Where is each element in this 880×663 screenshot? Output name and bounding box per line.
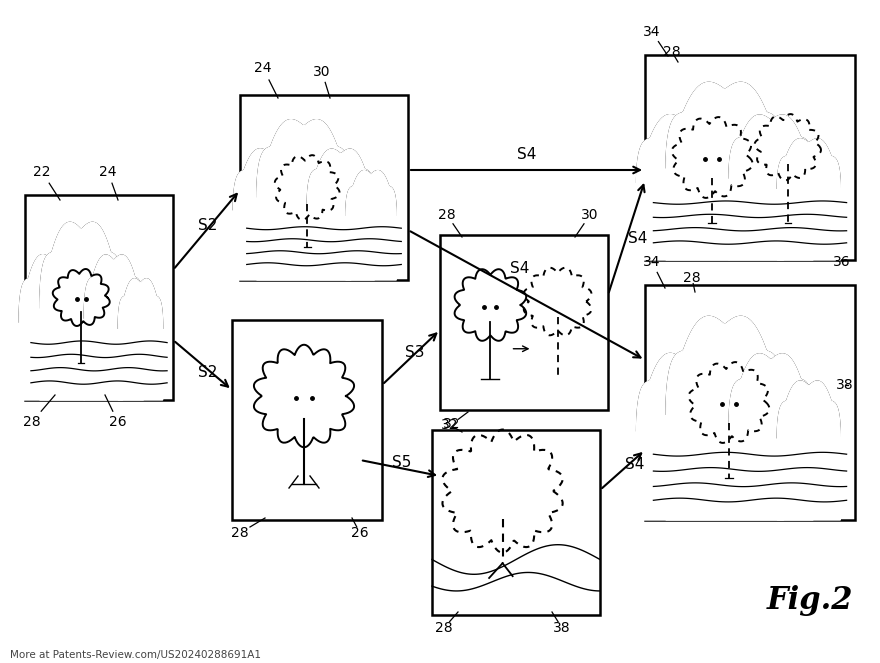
Text: S2: S2 [198, 217, 217, 233]
Text: Fig.2: Fig.2 [766, 585, 854, 615]
Polygon shape [777, 139, 840, 260]
Text: 34: 34 [643, 255, 661, 269]
Text: S4: S4 [510, 261, 530, 276]
Text: 34: 34 [643, 25, 661, 39]
Text: More at Patents-Review.com/US20240288691A1: More at Patents-Review.com/US20240288691… [10, 650, 261, 660]
Text: S2: S2 [198, 365, 217, 379]
Text: S3: S3 [406, 345, 425, 359]
Text: 22: 22 [33, 165, 51, 179]
Polygon shape [307, 149, 374, 280]
Text: 38: 38 [554, 621, 571, 635]
Polygon shape [666, 82, 783, 260]
Polygon shape [257, 120, 351, 280]
Polygon shape [84, 255, 143, 400]
Text: 28: 28 [231, 526, 249, 540]
Text: 26: 26 [351, 526, 369, 540]
Text: 30: 30 [313, 65, 331, 79]
Text: S5: S5 [392, 455, 412, 469]
Bar [240, 95, 408, 280]
Bar [645, 55, 855, 260]
Polygon shape [40, 222, 122, 400]
Polygon shape [346, 170, 396, 280]
Polygon shape [729, 354, 813, 520]
Bar [25, 195, 173, 400]
Text: 32: 32 [441, 418, 458, 432]
Bar [432, 430, 600, 615]
Bar [440, 235, 608, 410]
Text: 38: 38 [836, 378, 854, 392]
Bar [232, 320, 382, 520]
Text: 32: 32 [444, 417, 461, 431]
Text: S4: S4 [628, 231, 648, 245]
Text: S4: S4 [626, 457, 645, 471]
Polygon shape [666, 316, 783, 520]
Text: 36: 36 [833, 255, 851, 269]
Polygon shape [636, 115, 729, 260]
Polygon shape [118, 279, 163, 400]
Text: 28: 28 [438, 208, 456, 222]
Polygon shape [19, 255, 84, 400]
Bar [645, 285, 855, 520]
Text: 26: 26 [109, 415, 127, 429]
Polygon shape [233, 149, 307, 280]
Text: 28: 28 [436, 621, 453, 635]
Text: S4: S4 [517, 147, 537, 162]
Polygon shape [636, 353, 729, 520]
Text: 24: 24 [254, 61, 272, 75]
Text: 28: 28 [683, 271, 700, 285]
Polygon shape [729, 115, 813, 260]
Text: 24: 24 [99, 165, 117, 179]
Polygon shape [777, 381, 840, 520]
Text: 30: 30 [582, 208, 598, 222]
Text: 28: 28 [23, 415, 40, 429]
Text: 28: 28 [664, 45, 681, 59]
